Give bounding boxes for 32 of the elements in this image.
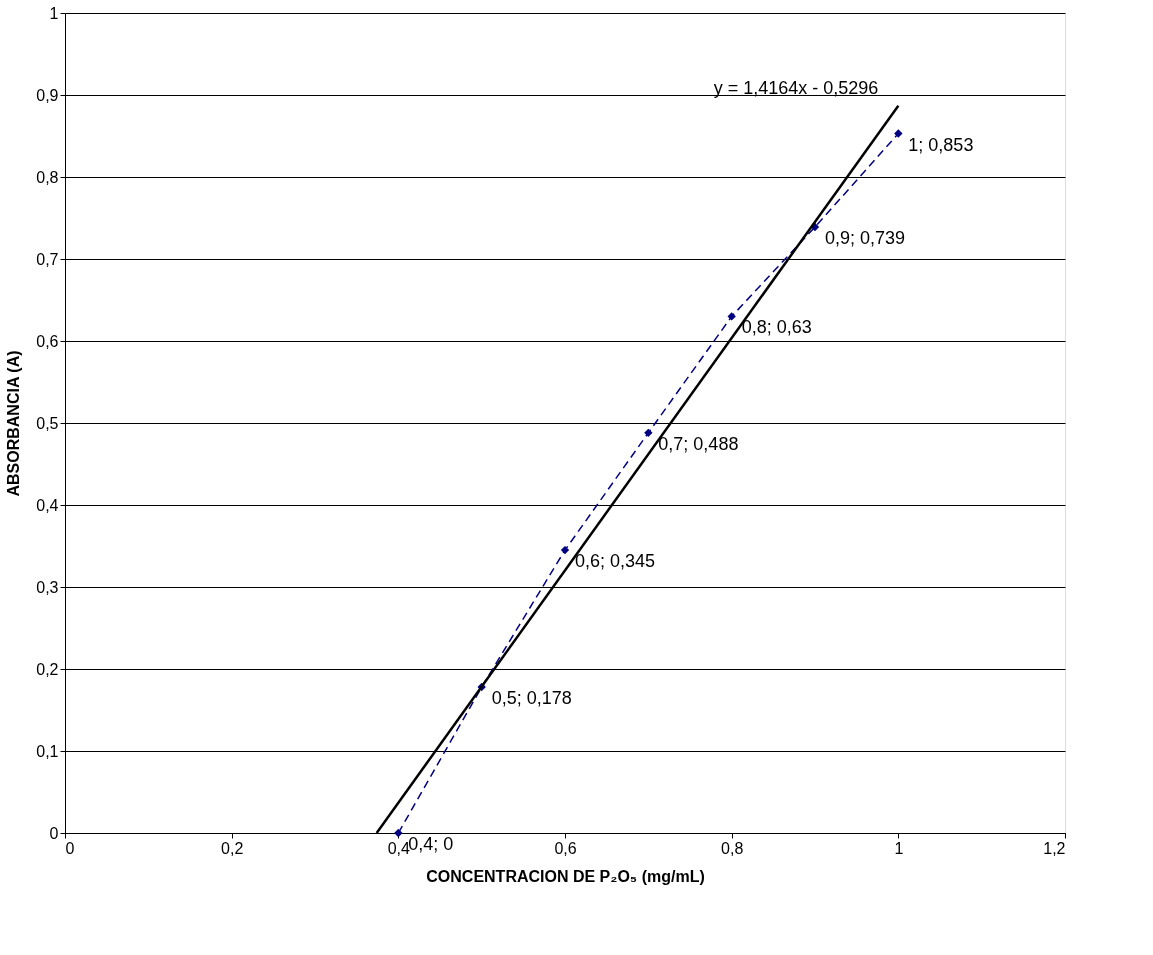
point [560, 545, 570, 555]
annotation: y = 1,4164x - 0,5296 [713, 77, 879, 98]
x-tick-label: 0 [65, 839, 75, 857]
y-axis-title: ABSORBANCIA (A) [5, 350, 23, 497]
y-tick-label: 0,3 [36, 578, 59, 596]
data-label: 0,5; 0,178 [491, 688, 572, 709]
data-label: 0,9; 0,739 [825, 228, 906, 249]
data-label: 0,6; 0,345 [575, 551, 656, 572]
y-tick-label: 0,7 [36, 250, 59, 268]
point [644, 428, 653, 438]
y-tick-label: 0,9 [36, 86, 59, 104]
x-tick-label: 0,2 [221, 839, 244, 857]
data-label: 0,7; 0,488 [658, 433, 739, 454]
y-tick-label: 1 [49, 4, 59, 22]
data-label: 0,4; 0 [408, 834, 454, 854]
data-label: 0,8; 0,63 [741, 317, 812, 338]
point [394, 828, 403, 838]
y-tick-label: 0,6 [36, 332, 59, 350]
y-tick-label: 0 [49, 824, 59, 842]
y-tick-label: 0,5 [36, 414, 59, 432]
point [894, 129, 903, 138]
point [727, 312, 736, 321]
y-tick-label: 0,2 [36, 660, 59, 678]
data-label: 1; 0,853 [908, 134, 974, 155]
y-tick-label: 0,1 [36, 742, 59, 760]
x-tick-label: 0,6 [554, 839, 577, 857]
x-axis-title: CONCENTRACION DE P₂O₅ (mg/mL) [426, 867, 705, 885]
x-tick-label: 0,8 [721, 839, 744, 857]
y-tick-label: 0,8 [36, 168, 59, 186]
x-tick-label: 1,2 [1043, 839, 1066, 857]
x-tick-label: 1 [894, 839, 904, 857]
y-tick-label: 0,4 [36, 496, 59, 514]
